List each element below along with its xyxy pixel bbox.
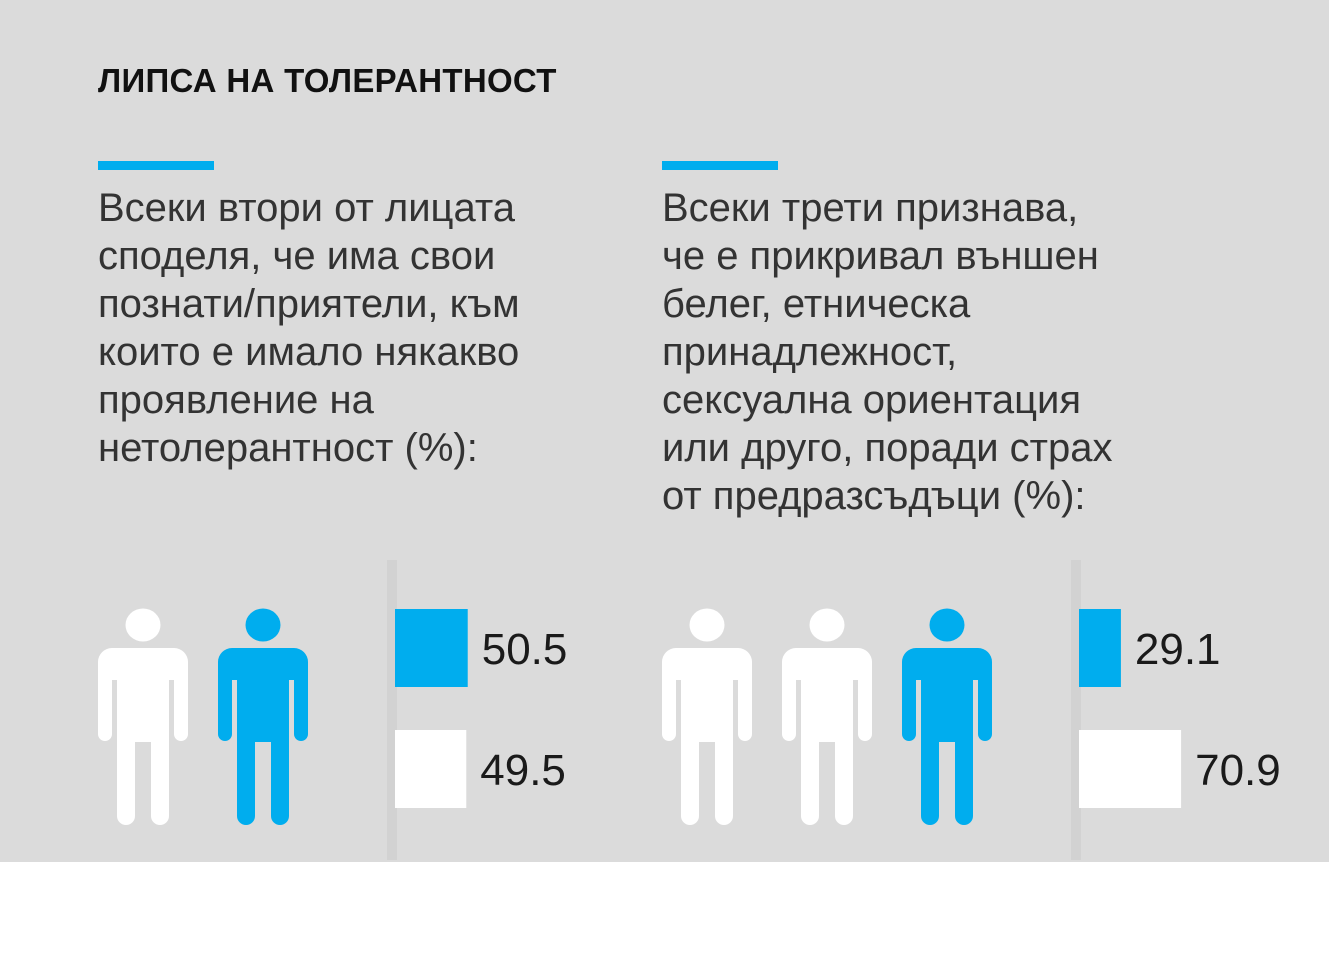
chart-2: 29.1 70.9	[662, 560, 1281, 860]
chart-1-description: Всеки втори от лицата споделя, че има св…	[98, 186, 520, 470]
bar-column-shadow	[387, 560, 397, 860]
person-icon-1	[98, 608, 188, 825]
chart-2-description: Всеки трети признава, че е прикривал вън…	[662, 186, 1113, 518]
bar-1	[1079, 609, 1121, 687]
bar-value-label-1: 50.5	[482, 625, 568, 674]
infographic-panel: ЛИПСА НА ТОЛЕРАНТНОСТ Всеки втори от лиц…	[0, 0, 1329, 862]
page-title: ЛИПСА НА ТОЛЕРАНТНОСТ	[98, 62, 557, 99]
person-icon-3	[902, 608, 992, 825]
bar-1	[395, 609, 468, 687]
bar-2	[395, 730, 467, 808]
accent-line-right	[662, 161, 778, 170]
bar-value-label-1: 29.1	[1135, 625, 1221, 674]
chart-1: 50.5 49.5	[98, 560, 568, 860]
bar-value-label-2: 49.5	[480, 746, 566, 795]
person-icon-2	[782, 608, 872, 825]
bar-column-shadow	[1071, 560, 1081, 860]
bar-value-label-2: 70.9	[1195, 746, 1281, 795]
person-icon-1	[662, 608, 752, 825]
bar-2	[1079, 730, 1182, 808]
accent-line-left	[98, 161, 214, 170]
person-icon-2	[218, 608, 308, 825]
